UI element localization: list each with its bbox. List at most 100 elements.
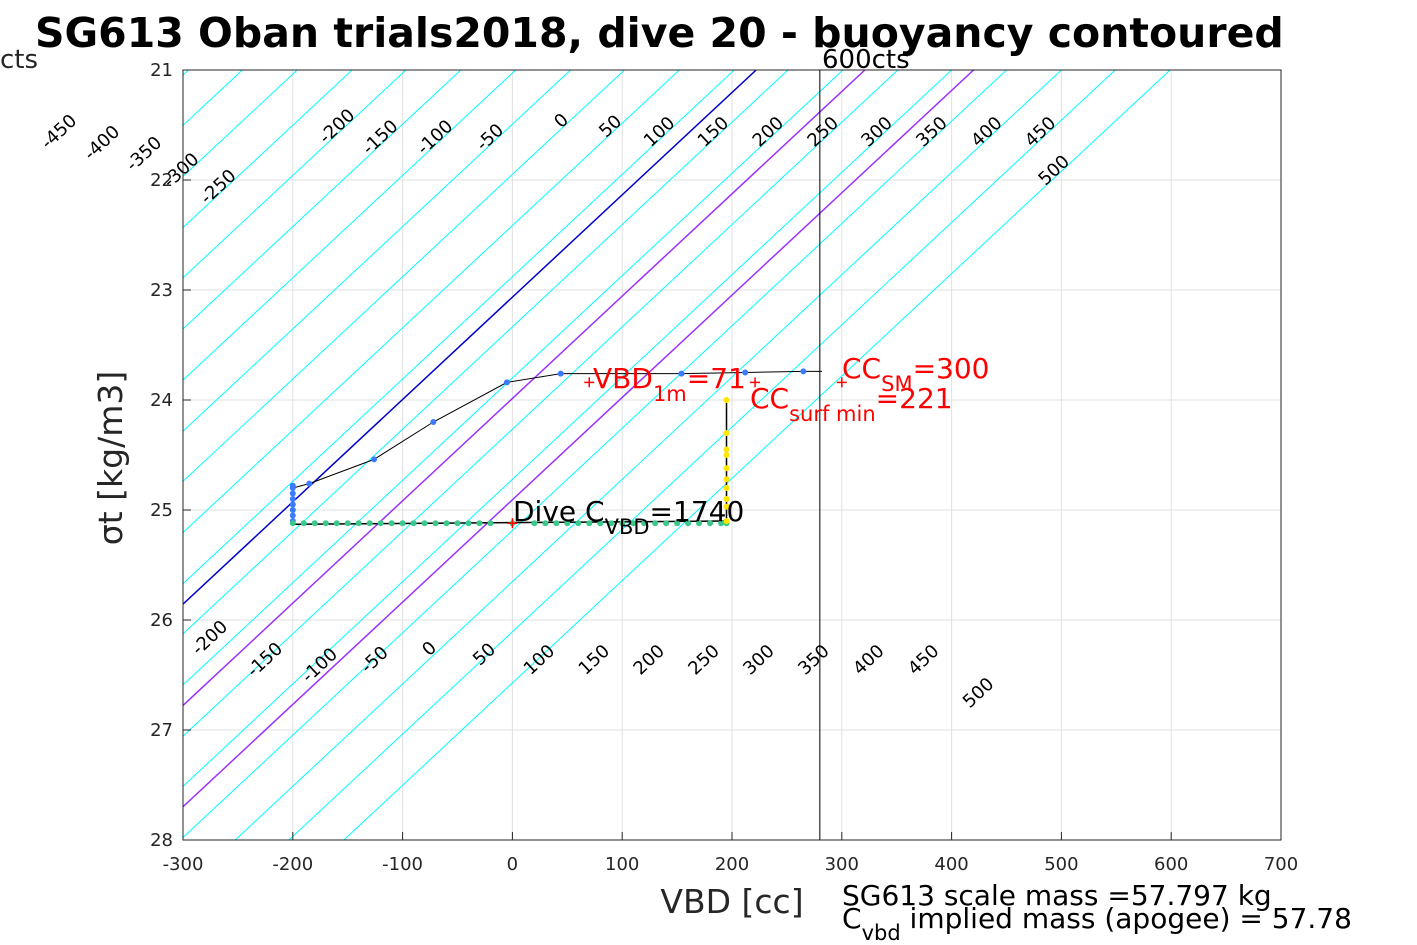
x-tick-label: -200: [272, 854, 313, 875]
bottom-point: [542, 520, 549, 527]
contour-line-purple_contour: [183, 70, 975, 808]
scale-mass-text: SG613 scale mass =57.797 kg: [842, 879, 1272, 912]
bottom-point: [685, 520, 692, 527]
vline-label: 600cts: [822, 45, 910, 75]
bottom-point: [432, 520, 439, 527]
descent-point: [289, 482, 296, 489]
y-tick-label: 26: [150, 610, 173, 631]
bottom-point: [652, 520, 659, 527]
x-tick-label: 500: [1044, 854, 1078, 875]
contour-line: [183, 70, 899, 737]
contour-line: [183, 70, 625, 483]
bottom-point: [289, 520, 296, 527]
vbd-1m-marker: [584, 377, 595, 388]
bottom-point: [421, 520, 428, 527]
bottom-point: [674, 520, 681, 527]
contour-line-zero_contour: [183, 70, 757, 606]
bottom-point: [443, 520, 450, 527]
bottom-point: [531, 520, 538, 527]
descent-point: [678, 370, 685, 377]
x-tick-label: 700: [1264, 854, 1298, 875]
cc-surf-annotation: CCsurf min=221: [750, 382, 953, 426]
bottom-point: [586, 520, 593, 527]
bottom-point: [487, 520, 494, 527]
contour-line: [183, 70, 735, 585]
y-tick-label: 25: [150, 500, 173, 521]
x-tick-label: -300: [163, 854, 204, 875]
ascent-point: [723, 503, 730, 510]
ascent-point: [723, 452, 730, 458]
bottom-point: [344, 520, 351, 527]
bottom-point: [597, 520, 604, 527]
bottom-point: [355, 520, 362, 527]
chart-title: SG613 Oban trials2018, dive 20 - buoyanc…: [35, 9, 1284, 57]
bottom-point: [388, 520, 395, 527]
contour-line-purple_contour: [183, 70, 866, 707]
descent-point: [371, 456, 378, 463]
svg-text:CCsurf min=221: CCsurf min=221: [750, 382, 953, 426]
bottom-point: [454, 520, 461, 527]
bottom-point: [564, 520, 571, 527]
contour-line: [183, 70, 462, 330]
ascent-point: [723, 430, 730, 436]
axis-ticks: -300 -200 -100 0 100 200 300 400 500 600 700 21 22 23…: [150, 60, 1298, 875]
x-tick-label: -100: [382, 854, 423, 875]
contour-line: [234, 70, 1062, 840]
bottom-point: [663, 520, 670, 527]
contour-line: [183, 70, 789, 635]
descent-point: [289, 507, 296, 513]
x-tick-label: 400: [934, 854, 968, 875]
contour-line: [288, 70, 1116, 840]
bottom-point: [641, 520, 648, 527]
bottom-point: [608, 520, 615, 527]
y-axis-label-sigma: σt [kg/m3]: [91, 371, 130, 545]
bottom-point: [575, 520, 582, 527]
contour-label: -400: [80, 121, 124, 164]
svg-text:Dive CVBD=1740: Dive CVBD=1740: [513, 495, 744, 539]
ascent-point: [723, 496, 730, 502]
bottom-point: [696, 520, 703, 527]
cc-surf-marker: [750, 377, 761, 388]
ascent-point: [723, 476, 730, 483]
descent-point: [289, 512, 296, 519]
bottom-point: [476, 520, 483, 527]
ascent-point: [723, 485, 730, 491]
contour-label: -450: [37, 110, 81, 153]
ascent-point: [723, 446, 730, 453]
dive-marker: [507, 518, 518, 529]
descent-point: [742, 369, 749, 376]
y-tick-label: 27: [150, 720, 173, 741]
bottom-point: [630, 520, 637, 527]
contour-line: [183, 70, 517, 381]
bottom-point: [553, 520, 560, 527]
bottom-point: [399, 520, 406, 527]
x-tick-label: 200: [715, 854, 749, 875]
descent-point: [306, 480, 313, 487]
contour-line: [343, 70, 1171, 840]
profile: [289, 368, 847, 529]
vbd-1m-annotation: VBD1m=71: [593, 362, 746, 406]
bottom-point: [718, 520, 725, 527]
ascent-point: [723, 465, 730, 472]
descent-point: [289, 496, 296, 502]
contour-line: [183, 70, 407, 279]
contour-line: [183, 70, 1007, 839]
x-tick-label: 600: [1154, 854, 1188, 875]
y-tick-label: 24: [150, 390, 173, 411]
top-left-label: cts: [0, 45, 38, 75]
descent-point: [289, 501, 296, 508]
x-tick-label: 0: [507, 854, 518, 875]
cc-sm-annotation: CCSM=300: [842, 352, 989, 396]
contour-line: [183, 70, 680, 534]
bottom-point: [619, 520, 626, 527]
bottom-point: [707, 520, 714, 527]
descent-point: [557, 370, 564, 377]
contour-line: [183, 70, 571, 432]
bottom-point: [377, 520, 384, 527]
descent-point: [430, 419, 437, 425]
svg-text:CCSM=300: CCSM=300: [842, 352, 989, 396]
descent-point: [289, 490, 296, 497]
bottom-point: [322, 520, 329, 527]
y-tick-label: 22: [150, 170, 173, 191]
contours: [183, 70, 1171, 840]
